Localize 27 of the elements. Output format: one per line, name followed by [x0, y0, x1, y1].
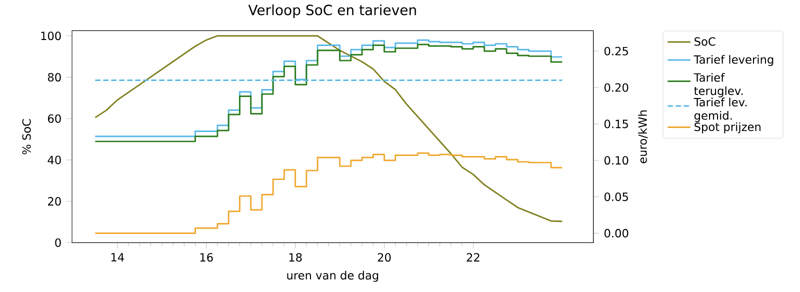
y-tick-label: 60 — [48, 114, 61, 124]
x-axis-title: uren van de dag — [287, 270, 378, 282]
line-series — [94, 35, 563, 222]
legend-label: SoC — [694, 37, 716, 46]
chart-title: Verloop SoC en tarieven — [248, 4, 416, 18]
y-axis-title: % SoC — [22, 119, 31, 154]
y-tick-label: 80 — [48, 73, 61, 82]
x-tick-label: 18 — [289, 253, 302, 262]
x-tick-label: 20 — [378, 253, 391, 262]
x-tick-label: 22 — [466, 253, 480, 262]
y2-tick-label: 0.00 — [604, 229, 628, 238]
legend-label: Spot prijzen — [694, 122, 760, 134]
y-tick-label: 40 — [48, 156, 61, 164]
x-tick-label: 16 — [200, 253, 213, 262]
y2-tick-label: 0.15 — [604, 120, 628, 128]
y2-tick-label: 0.10 — [604, 156, 628, 165]
y2-tick-label: 0.25 — [604, 46, 628, 56]
y2-axis-title: euro/kWh — [638, 110, 648, 164]
legend-label: Tarief levering — [694, 55, 774, 66]
legend-label: Tarief lev. gemid. — [694, 98, 747, 122]
x-tick-label: 14 — [111, 253, 124, 262]
y-tick-label: 100 — [41, 32, 61, 40]
y-tick-label: 20 — [48, 197, 61, 206]
legend-label: Tarief teruglev. — [694, 73, 743, 98]
y2-tick-label: 0.05 — [604, 192, 628, 202]
y2-tick-label: 0.20 — [604, 83, 628, 92]
y-tick-label: 0 — [55, 238, 61, 248]
